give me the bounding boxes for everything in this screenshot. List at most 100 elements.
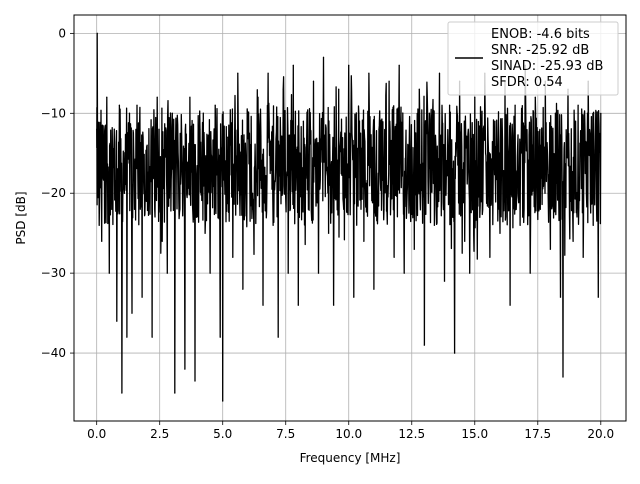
psd-data-point [554, 112, 557, 114]
psd-data-point [204, 232, 206, 234]
psd-data-point [297, 304, 299, 306]
psd-data-point [408, 144, 410, 146]
psd-data-point [348, 64, 350, 66]
psd-data-point [247, 112, 249, 114]
psd-data-point [96, 32, 98, 34]
psd-data-point [302, 120, 304, 122]
psd-data-point [257, 96, 259, 98]
psd-data-point [222, 400, 224, 402]
x-tick-label: 20.0 [587, 427, 614, 441]
x-tick-label: 12.5 [398, 427, 425, 441]
psd-data-point [428, 112, 430, 114]
psd-data-point [418, 88, 420, 90]
psd-data-point [103, 144, 105, 146]
psd-data-point [179, 208, 181, 210]
legend-snr: SNR: -25.92 dB [491, 43, 589, 58]
psd-data-point [287, 272, 289, 274]
psd-data-point [592, 224, 594, 226]
psd-data-point [121, 392, 123, 394]
psd-data-point [133, 208, 136, 210]
psd-data-point [489, 256, 491, 258]
psd-data-point [277, 336, 279, 338]
x-tick-label: 10.0 [335, 427, 362, 441]
psd-data-point [474, 96, 476, 98]
psd-data-point [282, 88, 284, 90]
psd-data-point [494, 120, 496, 122]
legend-box [447, 21, 619, 96]
psd-data-point [98, 224, 100, 226]
psd-data-point [368, 72, 370, 74]
psd-data-point [519, 224, 521, 226]
psd-data-point [448, 104, 451, 106]
psd-data-point [108, 272, 110, 274]
psd-data-point [572, 240, 574, 242]
psd-data-point [509, 304, 511, 306]
psd-data-point [227, 136, 229, 138]
psd-data-point [562, 376, 564, 378]
psd-data-point [174, 392, 176, 394]
psd-data-point [171, 112, 173, 114]
legend-sfdr: SFDR: 0.54 [491, 75, 563, 90]
y-tick-label: 0 [58, 26, 66, 40]
psd-data-point [454, 352, 456, 354]
psd-data-point [499, 232, 501, 234]
psd-data-point [317, 272, 320, 274]
psd-data-point [106, 96, 108, 98]
axes-frame [73, 14, 627, 422]
psd-data-point [398, 64, 400, 66]
x-tick-label: 5.0 [213, 427, 232, 441]
y-tick-label: −30 [41, 266, 66, 280]
psd-data-point [464, 240, 466, 242]
legend-enob: ENOB: -4.6 bits [491, 27, 590, 42]
y-tick-label: −20 [41, 186, 66, 200]
psd-data-point [136, 104, 138, 106]
y-tick-label: −40 [41, 346, 66, 360]
axis-ticks: 0.0 2.5 5.0 7.5 10.0 12.5 15.0 17.5 20.0 0 −10 −20 −… [41, 26, 614, 441]
legend-sinad: SINAD: -25.93 dB [491, 59, 603, 74]
psd-data-point [267, 72, 269, 74]
y-tick-label: −10 [41, 106, 66, 120]
psd-data-point [423, 344, 425, 346]
psd-data-point [141, 296, 143, 298]
psd-data-point [529, 272, 531, 274]
legend: ENOB: -4.6 bits SNR: -25.92 dB SINAD: -2… [447, 21, 619, 96]
psd-data-point [126, 336, 128, 338]
psd-data-point [383, 208, 385, 210]
psd-data-point [262, 304, 264, 306]
psd-data-point [151, 336, 153, 338]
psd-data-point [327, 232, 330, 234]
psd-data-point [549, 248, 551, 250]
psd-data-point [539, 208, 541, 210]
psd-data-point [600, 112, 602, 114]
psd-data-point [413, 248, 415, 250]
psd-data-point [534, 96, 536, 98]
psd-data-point [514, 104, 516, 106]
x-tick-label: 15.0 [461, 427, 488, 441]
psd-data-point [209, 272, 211, 274]
psd-data-point [582, 256, 584, 258]
psd-data-point [189, 96, 191, 98]
psd-data-point [166, 272, 168, 274]
psd-data-point [292, 64, 294, 66]
psd-data-point [128, 112, 131, 114]
psd-data-point [322, 56, 325, 58]
psd-data-point [242, 288, 244, 290]
psd-data-point [559, 296, 562, 298]
psd-data-point [199, 128, 201, 130]
psd-data-point [577, 104, 579, 106]
psd-data-point [388, 80, 390, 82]
psd-data-point [101, 240, 103, 242]
psd-data-point [438, 72, 441, 74]
psd-data-point [252, 208, 254, 210]
psd-data-point [214, 104, 216, 106]
psd-data-point [353, 296, 355, 298]
psd-data-point [96, 128, 98, 130]
psd-data-point [161, 240, 163, 242]
psd-data-point [307, 208, 310, 210]
psd-data-point [219, 336, 221, 338]
psd-data-point [184, 368, 186, 370]
x-tick-label: 2.5 [150, 427, 169, 441]
x-tick-label: 17.5 [524, 427, 551, 441]
psd-data-point [156, 96, 158, 98]
